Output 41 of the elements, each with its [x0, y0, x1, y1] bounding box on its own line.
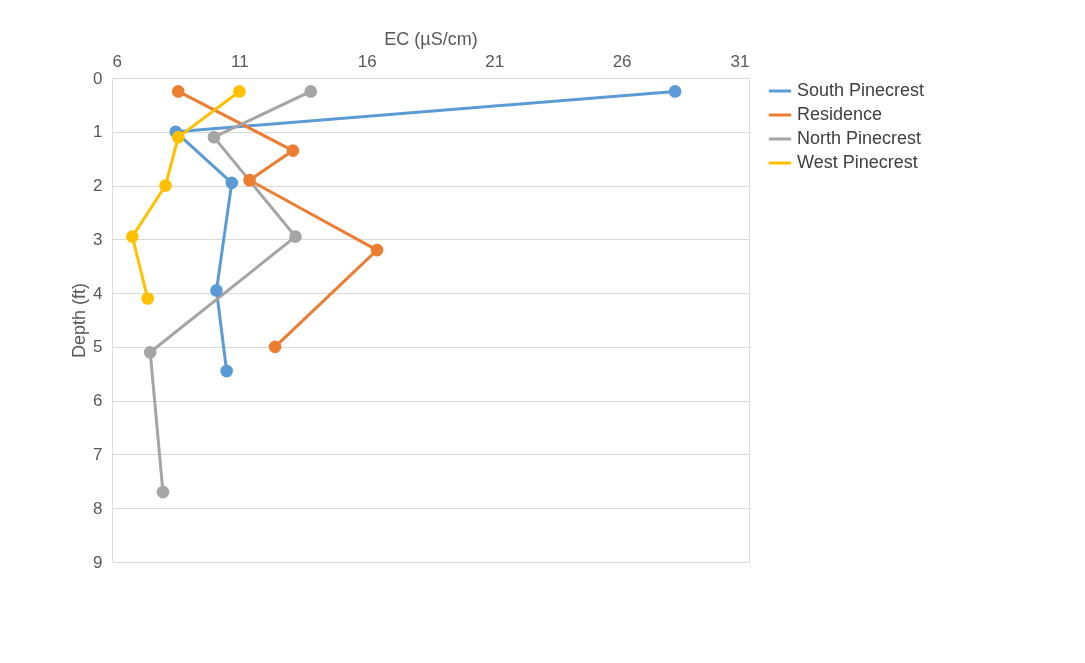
x-tick-label: 26 — [612, 51, 632, 71]
x-tick-label: 6 — [112, 51, 122, 71]
point — [668, 85, 682, 98]
y-tick-label: 0 — [93, 68, 103, 88]
y-tick-label: 9 — [93, 552, 103, 572]
point — [304, 85, 318, 98]
legend-label: South Pinecrest — [797, 80, 925, 100]
y-tick-label: 1 — [93, 122, 103, 142]
point — [207, 130, 221, 144]
point — [210, 284, 223, 297]
point — [126, 230, 139, 243]
point — [143, 345, 157, 359]
y-tick-label: 5 — [93, 337, 103, 357]
point — [286, 144, 300, 157]
y-tick-label: 3 — [93, 229, 103, 249]
point — [171, 85, 185, 98]
point — [233, 85, 246, 98]
point — [268, 340, 282, 354]
y-tick-label: 7 — [93, 444, 103, 464]
point — [141, 292, 154, 305]
legend-label: Residence — [797, 104, 883, 124]
y-axis-title: Depth (ft) — [69, 282, 90, 359]
y-tick-label: 4 — [93, 283, 103, 303]
y-tick-label: 8 — [93, 498, 103, 518]
x-axis-title: EC (µS/cm) — [384, 28, 478, 49]
legend-label: West Pinecrest — [797, 152, 918, 172]
point — [220, 364, 233, 378]
y-tick-label: 2 — [93, 176, 103, 196]
point — [289, 230, 302, 243]
point — [171, 130, 185, 144]
x-tick-label: 11 — [231, 51, 249, 71]
point — [159, 179, 172, 192]
x-tick-label: 31 — [730, 51, 750, 71]
point — [370, 243, 384, 257]
point — [243, 173, 256, 187]
y-tick-label: 6 — [93, 391, 103, 411]
point — [156, 485, 170, 499]
legend-label: North Pinecrest — [797, 128, 922, 148]
x-tick-label: 16 — [357, 51, 377, 71]
point — [225, 176, 239, 190]
x-tick-label: 21 — [485, 51, 505, 71]
